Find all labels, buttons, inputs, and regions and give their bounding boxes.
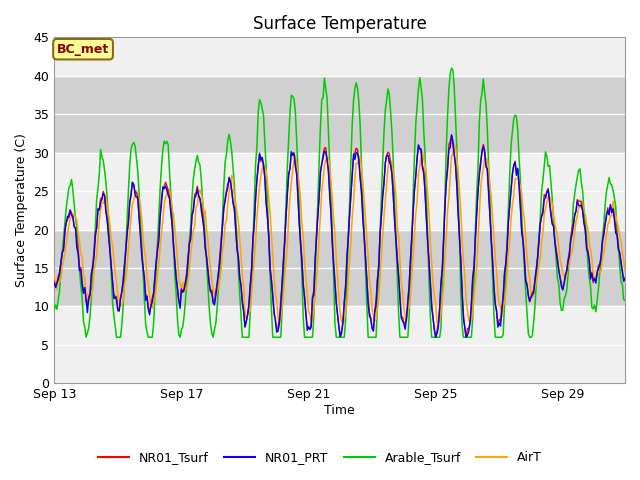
Bar <box>54 37 625 76</box>
Legend: NR01_Tsurf, NR01_PRT, Arable_Tsurf, AirT: NR01_Tsurf, NR01_PRT, Arable_Tsurf, AirT <box>93 446 547 469</box>
Bar <box>54 306 625 384</box>
Bar <box>54 76 625 153</box>
Bar <box>54 153 625 229</box>
Title: Surface Temperature: Surface Temperature <box>253 15 427 33</box>
Y-axis label: Surface Temperature (C): Surface Temperature (C) <box>15 133 28 288</box>
Bar <box>54 229 625 306</box>
X-axis label: Time: Time <box>324 404 355 417</box>
Text: BC_met: BC_met <box>57 43 109 56</box>
